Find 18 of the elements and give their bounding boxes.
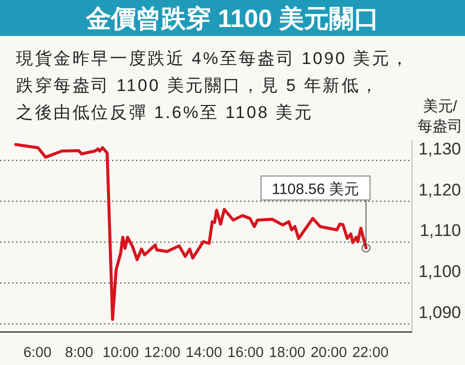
x-tick-label: 6:00 bbox=[23, 345, 52, 361]
y-tick-label: 1,110 bbox=[420, 221, 461, 240]
x-tick-label: 20:00 bbox=[310, 345, 347, 361]
x-tick-label: 14:00 bbox=[186, 345, 222, 361]
chart-subtitle: 現貨金昨早一度跌近 4%至每盎司 1090 美元，跌穿每盎司 1100 美元關口，見 5 年新低，之後由低位反彈 1.6%至 1108 美元 bbox=[16, 49, 410, 122]
y-axis-title: 美元/每盎司 bbox=[418, 98, 462, 135]
y-tick-label: 1,090 bbox=[418, 302, 461, 322]
x-tick-label: 8:00 bbox=[64, 345, 94, 361]
x-tick-label: 10:00 bbox=[102, 345, 139, 361]
chart-title: 金價曾跌穿 1100 美元關口 bbox=[84, 5, 380, 33]
annotation: 1108.56 美元 bbox=[272, 181, 360, 198]
x-tick-label: 12:00 bbox=[144, 345, 180, 361]
y-tick-label: 1,130 bbox=[418, 139, 461, 158]
y-tick-label: 1,100 bbox=[418, 262, 461, 281]
x-tick-label: 18:00 bbox=[269, 345, 306, 361]
x-tick-label: 22:00 bbox=[352, 345, 389, 361]
y-tick-label: 1,120 bbox=[418, 180, 461, 200]
x-tick-label: 16:00 bbox=[227, 345, 264, 361]
